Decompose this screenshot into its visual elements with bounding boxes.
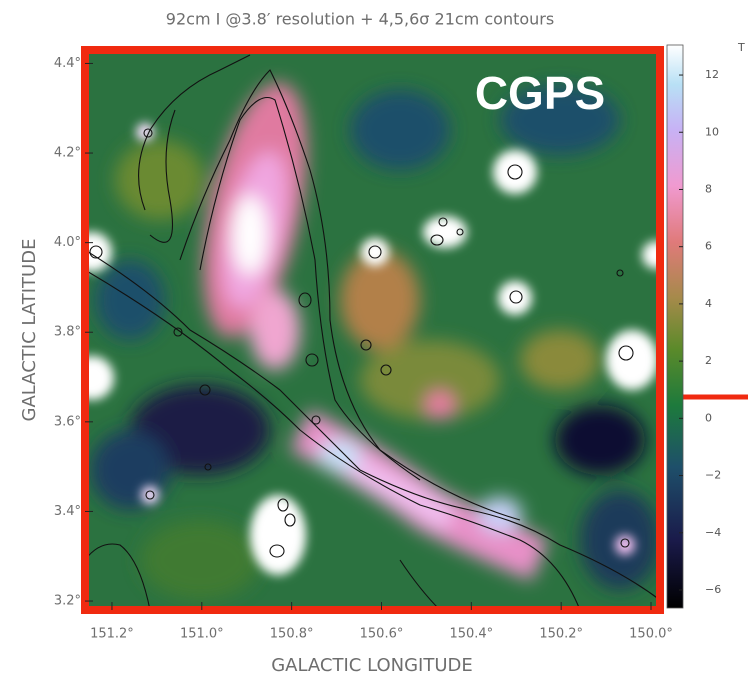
colorbar-tick-label: 4 [705,297,712,310]
x-tick-label: 150.2° [539,627,583,642]
x-tick-label: 151.0° [180,627,224,642]
y-tick-label: 4.2° [54,146,81,161]
colorbar-tick-label: 8 [705,182,712,195]
colorbar [666,44,684,609]
colorbar-tick-label: −4 [705,526,721,539]
colorbar-tick-label: 12 [705,68,719,81]
x-tick-label: 151.2° [90,627,134,642]
y-tick-label: 4.4° [54,56,81,71]
y-axis-label: GALACTIC LATITUDE [19,239,40,422]
x-axis-label: GALACTIC LONGITUDE [271,655,473,676]
colorbar-tick-label: 10 [705,125,719,138]
contours [85,54,660,610]
sky-map [85,50,660,610]
x-tick-label: 150.6° [360,627,404,642]
colorbar-tick-label: 2 [705,354,712,367]
colorbar-tick-label: 6 [705,240,712,253]
colorbar-label: T [737,41,745,54]
y-tick-label: 3.8° [54,325,81,340]
y-tick-label: 3.4° [54,504,81,519]
y-tick-label: 3.2° [54,594,81,609]
annotation: CGPS [475,67,605,119]
colorbar-tick-label: −6 [705,583,721,596]
y-tick-label: 3.6° [54,414,81,429]
colorbar-tick-label: −2 [705,469,721,482]
y-tick-label: 4.0° [54,235,81,250]
highlight-frame [81,46,664,614]
x-tick-label: 150.8° [270,627,314,642]
x-tick-label: 150.4° [449,627,493,642]
colorbar-tick-label: 0 [705,411,712,424]
chart-title: 92cm I @3.8′ resolution + 4,5,6σ 21cm co… [166,10,554,29]
x-tick-label: 150.0° [629,627,673,642]
